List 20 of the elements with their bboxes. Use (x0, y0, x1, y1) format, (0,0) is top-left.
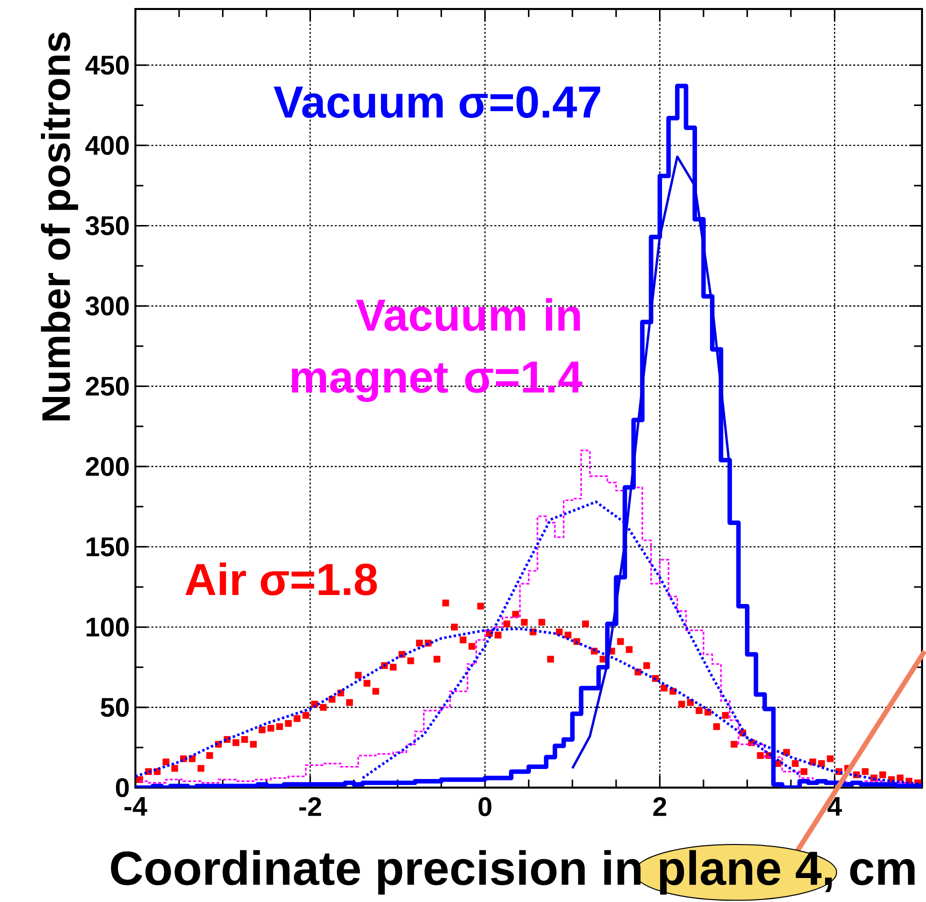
y-tick-label: 200 (86, 456, 129, 476)
y-tick-label: 350 (86, 216, 129, 236)
series-label: Vacuum σ=0.47 (274, 86, 600, 118)
x-axis-title: Coordinate precision in plane 4, cm (111, 850, 915, 895)
y-tick-label: 50 (100, 698, 129, 717)
series-label: Air σ=1.8 (185, 562, 377, 596)
y-axis-title: Number of positrons (40, 32, 78, 420)
y-tick-label: 0 (116, 778, 129, 798)
y-tick-label: 150 (86, 537, 129, 556)
x-tick-label: 0 (478, 796, 492, 816)
y-tick-label: 100 (86, 617, 129, 636)
y-tick-label: 250 (86, 376, 129, 396)
y-tick-label: 300 (86, 296, 129, 316)
x-tick-label: 4 (828, 796, 842, 816)
series-label: Vacuum in magnet σ=1.4 (292, 298, 582, 402)
y-tick-label: 400 (85, 136, 129, 155)
x-tick-label: -4 (124, 796, 148, 816)
y-tick-label: 450 (85, 55, 129, 75)
x-tick-label: 2 (653, 796, 666, 816)
x-tick-label: -2 (299, 796, 322, 816)
